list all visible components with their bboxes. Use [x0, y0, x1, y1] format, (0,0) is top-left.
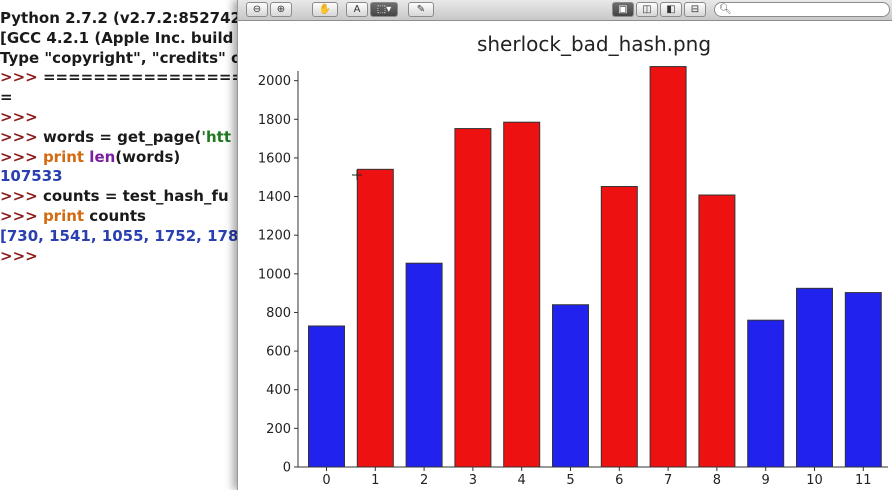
terminal-text: =: [0, 88, 13, 107]
terminal-line: >>> words = get_page('htt: [0, 127, 231, 147]
terminal-line: [GCC 4.2.1 (Apple Inc. build: [0, 28, 233, 48]
x-tick-label: 9: [762, 473, 770, 488]
terminal-text: 'htt: [201, 127, 232, 146]
rect-select-icon: ⬚▾: [376, 4, 392, 15]
view-contact-button[interactable]: ⊟: [684, 2, 706, 17]
x-tick-label: 11: [855, 473, 872, 488]
annotate-button[interactable]: ✎: [408, 2, 434, 17]
terminal-text: >>>: [0, 207, 43, 225]
zoom-in-button[interactable]: ⊕: [270, 2, 292, 17]
bar: [600, 186, 638, 468]
bar: [356, 168, 394, 468]
terminal-line: 107533: [0, 166, 63, 186]
bar: [454, 128, 492, 468]
terminal-text: words = get_page(: [42, 127, 202, 146]
terminal-line: Type "copyright", "credits" o: [0, 48, 240, 68]
view-thumbs-button[interactable]: ◧: [660, 2, 682, 17]
x-tick-label: 3: [469, 473, 477, 488]
y-tick-label: 0: [283, 461, 291, 476]
bar: [796, 287, 833, 468]
terminal-text: print: [42, 147, 90, 166]
python-terminal[interactable]: Python 2.7.2 (v2.7.2:852742 [GCC 4.2.1 (A…: [0, 0, 240, 490]
terminal-text: >>>: [0, 187, 43, 206]
terminal-text: counts: [89, 207, 146, 225]
x-tick-label: 10: [806, 473, 823, 488]
image-viewer-window: ⊖ ⊕ ✋ A ⬚▾ ✎ ▣ ◫ ◧ ⊟ 🔍︎ sherlock_bad_has…: [237, 0, 892, 490]
terminal-line: =: [0, 87, 13, 107]
text-select-button[interactable]: A: [346, 2, 368, 17]
y-tick-label: 1000: [258, 267, 291, 282]
terminal-text: counts = test_hash_fu: [42, 187, 229, 206]
terminal-text: Type "copyright", "credits" o: [0, 48, 240, 67]
terminal-text: >>>: [0, 127, 43, 146]
terminal-line: >>> counts = test_hash_fu: [0, 186, 229, 206]
terminal-text: print: [42, 207, 90, 225]
bar: [552, 304, 589, 468]
search-icon: 🔍︎: [719, 4, 732, 15]
terminal-text: 107533: [0, 167, 63, 186]
terminal-text: len: [89, 147, 116, 166]
thumbnails-icon: ◧: [666, 4, 676, 15]
terminal-text: [GCC 4.2.1 (Apple Inc. build: [0, 28, 234, 47]
x-tick-label: 1: [371, 473, 379, 488]
image-canvas: sherlock_bad_hash.png 0 200 400 600 800 1000 12…: [238, 21, 892, 490]
terminal-line: >>>: [0, 107, 38, 127]
terminal-text: ==========================: [42, 68, 240, 87]
single-page-icon: ▣: [618, 4, 628, 15]
terminal-line: >>>: [0, 246, 38, 266]
x-tick-label: 5: [566, 473, 574, 488]
move-tool-button[interactable]: ✋: [312, 2, 338, 17]
x-tick-label: 7: [664, 473, 672, 488]
terminal-line: Python 2.7.2 (v2.7.2:852742: [0, 8, 240, 28]
bar: [405, 262, 443, 468]
terminal-text: Python 2.7.2 (v2.7.2:852742: [0, 9, 240, 27]
terminal-line: >>> print counts: [0, 206, 146, 226]
view-split-button[interactable]: ◫: [636, 2, 658, 17]
terminal-text: >>>: [0, 246, 38, 265]
terminal-text: (words): [115, 147, 181, 166]
bar: [698, 194, 736, 468]
y-tick-label: 800: [266, 306, 291, 321]
terminal-line: >>> ==========================: [0, 67, 240, 87]
terminal-text: >>>: [0, 108, 38, 126]
bar: [747, 319, 785, 468]
x-tick-label: 6: [615, 473, 623, 488]
y-tick-label: 1800: [258, 113, 291, 128]
terminal-line: >>> print len(words): [0, 147, 180, 167]
bar: [308, 325, 345, 468]
chart-title: sherlock_bad_hash.png: [477, 32, 711, 56]
y-tick-label: 400: [266, 383, 291, 398]
search-input[interactable]: 🔍︎: [714, 2, 890, 17]
hand-icon: ✋: [318, 4, 332, 15]
zoom-in-icon: ⊕: [276, 4, 286, 15]
view-single-button[interactable]: ▣: [612, 2, 634, 17]
pencil-icon: ✎: [416, 4, 426, 15]
y-tick-label: 200: [266, 422, 291, 437]
x-tick-label: 4: [518, 473, 526, 488]
terminal-text: [730, 1541, 1055, 1752, 178: [0, 226, 239, 245]
bar: [649, 66, 687, 468]
x-tick-label: 0: [322, 473, 330, 488]
y-tick-label: 1200: [258, 229, 291, 244]
terminal-line: [730, 1541, 1055, 1752, 178: [0, 226, 238, 246]
text-select-icon: A: [353, 4, 361, 15]
y-tick-label: 600: [266, 345, 291, 360]
bar-chart: sherlock_bad_hash.png0200400600800100012…: [258, 32, 888, 488]
rect-select-button[interactable]: ⬚▾: [370, 2, 398, 17]
x-tick-label: 8: [713, 473, 721, 488]
zoom-out-button[interactable]: ⊖: [246, 2, 268, 17]
terminal-text: >>>: [0, 147, 43, 166]
zoom-out-icon: ⊖: [252, 4, 262, 15]
y-tick-label: 1400: [258, 190, 291, 205]
crosshair-cursor-icon: [352, 170, 362, 180]
y-tick-label: 1600: [258, 151, 291, 166]
y-tick-label: 2000: [258, 74, 291, 89]
bar: [844, 292, 882, 468]
contact-sheet-icon: ⊟: [690, 4, 700, 15]
split-view-icon: ◫: [642, 4, 652, 15]
terminal-text: >>>: [0, 68, 43, 87]
x-tick-label: 2: [420, 473, 428, 488]
viewer-toolbar: ⊖ ⊕ ✋ A ⬚▾ ✎ ▣ ◫ ◧ ⊟ 🔍︎: [238, 0, 892, 21]
bar: [503, 121, 541, 468]
